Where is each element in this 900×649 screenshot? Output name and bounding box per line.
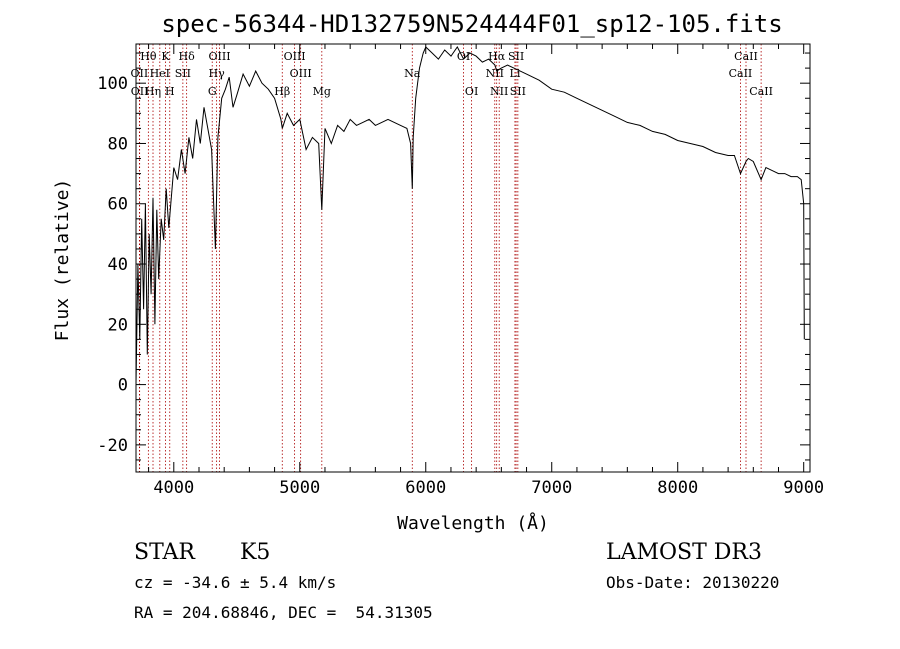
spectral-line-label: OIII [208, 50, 230, 63]
y-tick-label: 0 [118, 376, 128, 396]
spectral-line-label: OI [465, 85, 478, 98]
y-tick-label: 80 [108, 134, 128, 154]
redshift-readout: cz = -34.6 ± 5.4 km/s [134, 573, 337, 592]
spectral-line-label: K [161, 50, 170, 63]
spectral-line-label: OIII [284, 50, 306, 63]
y-tick-label: 60 [108, 195, 128, 215]
y-axis-label: Flux (relative) [52, 179, 73, 342]
spectral-line-label: G [208, 85, 217, 98]
survey-name: LAMOST DR3 [606, 540, 762, 565]
x-tick-label: 4000 [153, 478, 194, 498]
spectral-line-label: OII [131, 67, 149, 80]
spectral-line-label: Hβ [274, 85, 290, 98]
spectral-line-label: Hδ [179, 50, 196, 63]
object-type: STAR [134, 540, 195, 565]
spectrum-line [135, 46, 805, 385]
x-tick-label: 9000 [783, 478, 824, 498]
spectral-line-label: Na [404, 67, 421, 80]
x-tick-label: 5000 [279, 478, 320, 498]
object-subclass: K5 [240, 540, 271, 565]
spectral-line-label: H [165, 85, 175, 98]
spectral-line-label: Li [510, 67, 521, 80]
x-tick-label: 6000 [405, 478, 446, 498]
x-tick-label: 8000 [657, 478, 698, 498]
spectral-line-label: OIII [290, 67, 312, 80]
spectral-line-label: Mg [313, 85, 331, 98]
spectral-line-label: HeI [150, 67, 170, 80]
spectral-line-label: SII [510, 85, 526, 98]
y-tick-label: 20 [108, 315, 128, 335]
spectral-line-label: Hη [145, 85, 161, 98]
x-tick-label: 7000 [531, 478, 572, 498]
chart-title: spec-56344-HD132759N524444F01_sp12-105.f… [161, 10, 782, 38]
spectral-line-markers [139, 44, 762, 472]
y-tick-label: -20 [97, 436, 128, 456]
spectral-line-label: CaII [749, 85, 773, 98]
y-tick-label: 100 [97, 74, 128, 94]
spectral-line-label: NII [486, 67, 504, 80]
spectral-line-label: Hγ [209, 67, 226, 80]
spectral-line-label: NII [490, 85, 508, 98]
spectrum-series [135, 46, 805, 385]
coordinates-readout: RA = 204.68846, DEC = 54.31305 [134, 603, 433, 622]
observation-date: Obs-Date: 20130220 [606, 573, 780, 592]
y-tick-label: 40 [108, 255, 128, 275]
spectral-line-label: OII [131, 85, 149, 98]
spectral-line-label: Hθ [140, 50, 157, 63]
spectral-line-label: SII [508, 50, 524, 63]
spectral-line-label: Hα [488, 50, 506, 63]
plot-frame [135, 43, 811, 473]
axis-ticks: 4000 5000 6000 7000 8000 9000 -20 0 20 40 60 80 100 [97, 44, 824, 498]
x-axis-label: Wavelength (Å) [397, 512, 549, 534]
spectral-line-label: SII [175, 67, 191, 80]
spectral-line-label: OI [457, 50, 470, 63]
spectral-line-label: CaII [729, 67, 753, 80]
spectral-line-label: CaII [734, 50, 758, 63]
